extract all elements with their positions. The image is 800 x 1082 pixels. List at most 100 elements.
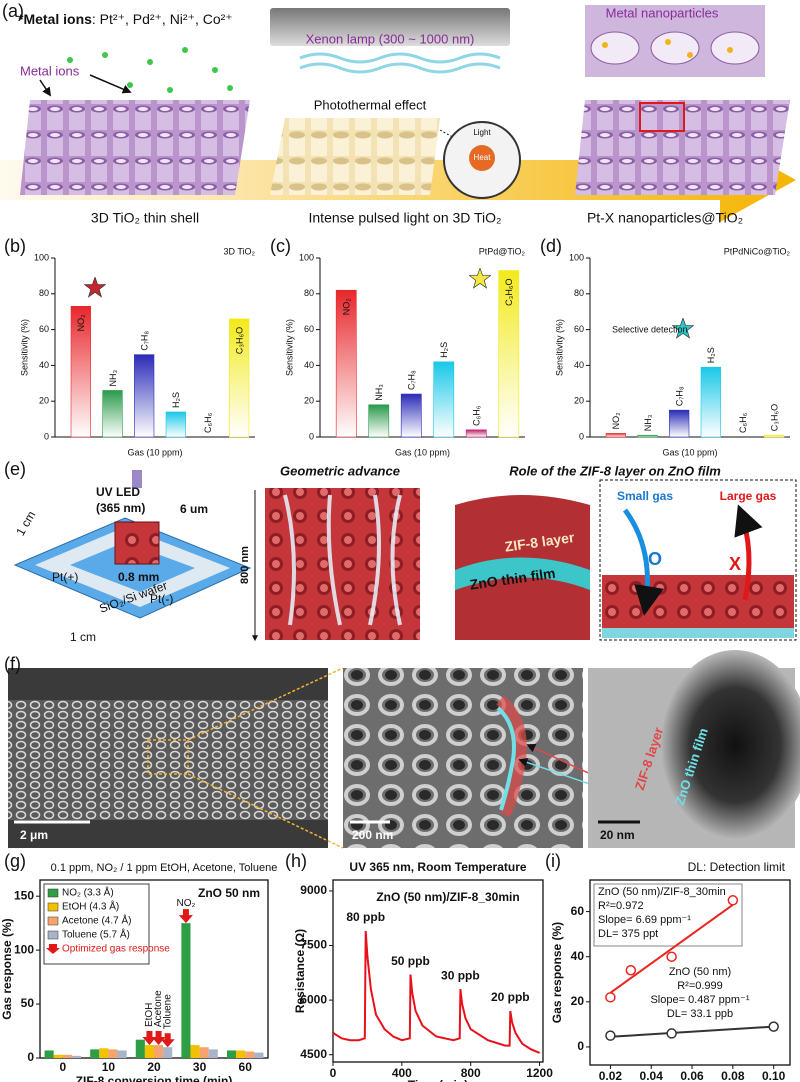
x-tick-label: 800 <box>461 1066 481 1080</box>
bar <box>498 270 520 438</box>
x-tick-label: 10 <box>102 1060 116 1074</box>
series-label: ZnO (50 nm) <box>669 966 731 978</box>
side-label: 1 cm <box>70 630 96 644</box>
height-label: 6 um <box>180 502 208 516</box>
bar <box>335 289 357 438</box>
pointer <box>39 79 51 97</box>
panel-a: *Metal ions: Pt²⁺, Pd²⁺, Ni²⁺, Co²⁺ Meta… <box>0 5 796 226</box>
y-tick-label: 20 <box>571 994 585 1008</box>
x-axis-label: Time (min) <box>408 1078 468 1082</box>
legend-label: EtOH (4.3 Å) <box>62 900 119 913</box>
metal-ions-lead: *Metal ions <box>18 11 92 27</box>
x-axis-label: Gas (10 ppm) <box>127 447 182 457</box>
x-tick-label: 0.04 <box>640 1069 664 1082</box>
x-tick-label: 20 <box>147 1060 161 1074</box>
bar-label: H₂S <box>171 392 181 408</box>
bar-label: NH₃ <box>108 369 118 386</box>
panel-label: (h) <box>285 851 307 871</box>
uv-wavelength: (365 nm) <box>96 501 145 515</box>
y-tick-label: 150 <box>14 888 34 902</box>
plot-frame <box>589 879 791 1066</box>
bar-label: NO₂ <box>76 314 86 332</box>
x-axis-label: ZIF-8 conversion time (min) <box>76 1074 233 1082</box>
bar <box>134 354 155 438</box>
x-tick-label: 400 <box>392 1066 412 1080</box>
legend-swatch <box>47 902 59 912</box>
y-tick-label: 100 <box>299 252 314 262</box>
bar <box>199 1047 209 1058</box>
bar-label: C₆H₆ <box>472 405 482 426</box>
series-line <box>332 930 540 1054</box>
caption: 3D TiO₂ thin shell <box>91 210 199 226</box>
small-gas-arrow <box>622 508 664 616</box>
bar <box>53 1054 63 1058</box>
light-label: Light <box>473 128 491 137</box>
point <box>625 964 637 976</box>
x-tick-label: 0.06 <box>680 1069 704 1082</box>
gas-flow <box>283 494 402 626</box>
scale-label: 2 μm <box>20 828 48 842</box>
fit-line <box>610 1025 774 1038</box>
bar-label: NH₃ <box>374 384 384 401</box>
bar-label: C₃H₆O <box>235 327 245 354</box>
tio2-structure-heated <box>270 118 440 195</box>
y-axis-label: Sensitivity (%) <box>554 319 564 376</box>
subtitle: 3D TiO₂ <box>224 246 256 256</box>
y-tick-label: 6000 <box>300 992 327 1006</box>
bar-label: H₂S <box>439 342 449 358</box>
y-tick-label: 100 <box>14 942 34 956</box>
x-axis-label: Gas (10 ppm) <box>662 447 717 457</box>
annotation: Toluene <box>162 994 173 1029</box>
small-gas-label: Small gas <box>617 489 673 503</box>
legend-label: NO₂ (3.3 Å) <box>62 886 114 899</box>
y-tick-label: 40 <box>574 360 584 370</box>
red-arrow <box>142 1031 157 1046</box>
fit-note: DL= 375 ppt <box>598 928 658 940</box>
photothermal-label: Photothermal effect <box>314 97 427 112</box>
annotation: Selective detection <box>612 324 688 334</box>
panel-label: (b) <box>4 236 26 256</box>
x-tick-label: 0.02 <box>599 1069 623 1082</box>
geometric-title: Geometric advance <box>280 463 400 478</box>
bar <box>700 366 721 438</box>
caption: Pt-X nanoparticles@TiO₂ <box>587 210 743 226</box>
bar <box>62 1054 72 1058</box>
nanoparticles <box>602 39 733 58</box>
annotation: EtOH <box>144 1003 155 1027</box>
panel-label: (i) <box>545 851 561 871</box>
detail-film <box>602 575 794 630</box>
large-gas-arrow <box>734 504 763 601</box>
zoom-line <box>187 773 344 849</box>
bar <box>44 1050 54 1058</box>
y-axis-label: Resistance (Ω) <box>293 929 307 1013</box>
y-tick-label: 0 <box>27 1050 34 1064</box>
peak-label: 80 ppb <box>346 910 385 924</box>
detail-zno <box>602 628 794 638</box>
bar <box>229 318 250 438</box>
chart-title: DL: Detection limit <box>688 860 786 874</box>
panel-e: UV LED (365 nm) 6 um 0.8 mm 1 cm 1 cm Pt… <box>13 463 797 644</box>
y-tick-label: 0 <box>44 431 49 441</box>
y-tick-label: 40 <box>304 360 314 370</box>
x-tick-label: 0.08 <box>721 1069 745 1082</box>
panel-label: (a) <box>2 1 24 21</box>
bar-label: C₇H₈ <box>140 331 150 351</box>
bar-label: C₃H₆O <box>770 404 780 431</box>
red-arrow <box>160 1033 175 1048</box>
x-tick-label: 60 <box>239 1060 253 1074</box>
scale-label: 200 nm <box>352 828 393 842</box>
y-tick-label: 9000 <box>300 883 327 897</box>
red-arrow <box>46 944 60 954</box>
y-tick-label: 50 <box>21 996 35 1010</box>
panel-label: (f) <box>4 654 21 674</box>
heat-label: Heat <box>474 153 492 162</box>
fit-note: DL= 33.1 ppb <box>667 1008 733 1020</box>
y-tick-label: 0 <box>577 1039 584 1053</box>
inset-bowls <box>590 31 760 65</box>
bar <box>254 1052 264 1058</box>
x-tick-label: 0.10 <box>762 1069 786 1082</box>
y-tick-label: 100 <box>34 252 49 262</box>
y-axis-label: Gas response (%) <box>550 922 564 1023</box>
legend-box <box>43 883 150 965</box>
